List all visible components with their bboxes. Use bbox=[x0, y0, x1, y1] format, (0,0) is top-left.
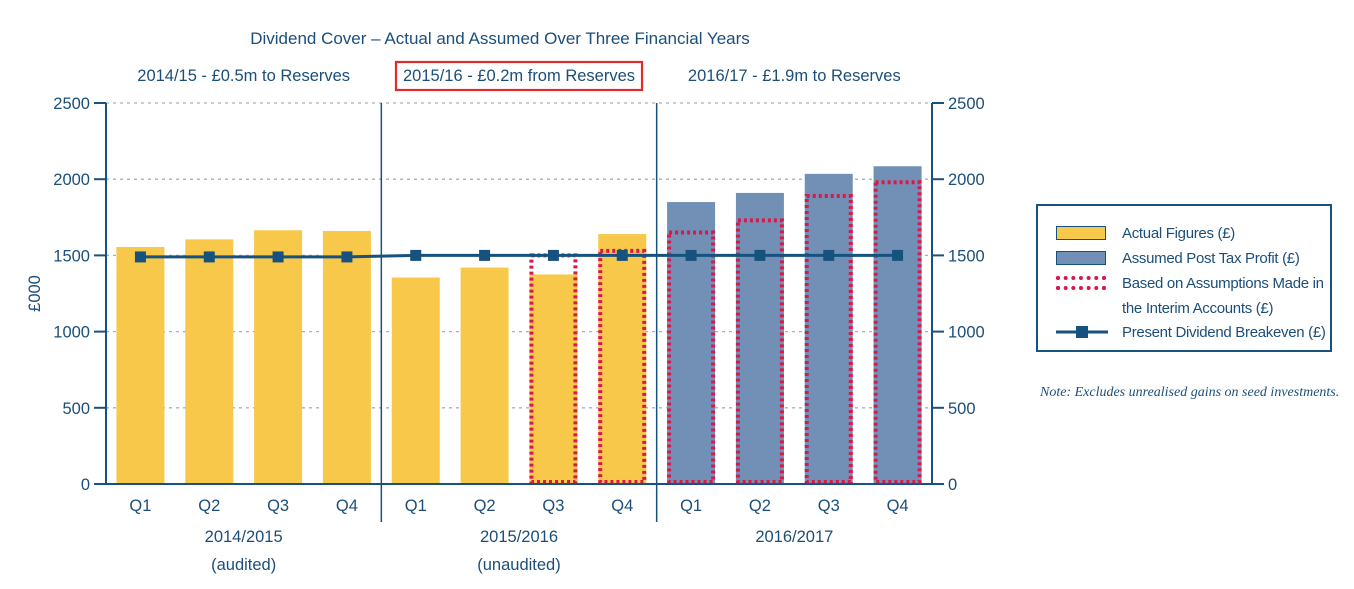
breakeven-marker bbox=[410, 249, 422, 261]
legend-swatch-interim bbox=[1056, 276, 1106, 290]
bar bbox=[735, 192, 784, 484]
legend-swatch-breakeven bbox=[1056, 326, 1108, 338]
legend-swatch-assumed bbox=[1056, 251, 1106, 265]
period-header: 2014/15 - £0.5m to Reserves bbox=[137, 67, 350, 85]
y-tick-label-right: 500 bbox=[948, 400, 976, 418]
interim-outline bbox=[735, 218, 784, 485]
x-tick-label: Q2 bbox=[198, 497, 220, 515]
y-axis-label: £000 bbox=[26, 275, 44, 312]
breakeven-marker bbox=[754, 249, 766, 261]
y-tick-label-right: 2000 bbox=[948, 171, 985, 189]
bar bbox=[322, 231, 371, 484]
x-tick-label: Q4 bbox=[611, 497, 633, 515]
x-tick-label: Q1 bbox=[129, 497, 151, 515]
breakeven-marker bbox=[203, 251, 215, 263]
breakeven-marker bbox=[272, 251, 284, 263]
period-header: 2016/17 - £1.9m to Reserves bbox=[688, 67, 901, 85]
interim-outline bbox=[598, 248, 647, 484]
y-tick-label-left: 2500 bbox=[53, 95, 90, 113]
x-tick-label: Q3 bbox=[818, 497, 840, 515]
y-tick-label-left: 1000 bbox=[53, 324, 90, 342]
bar bbox=[185, 239, 234, 484]
breakeven-line bbox=[140, 253, 898, 259]
interim-outline bbox=[667, 230, 716, 484]
bar bbox=[873, 166, 922, 484]
y-tick-label-right: 1500 bbox=[948, 247, 985, 265]
y-tick-label-right: 2500 bbox=[948, 95, 985, 113]
y-tick-label-left: 1500 bbox=[53, 247, 90, 265]
x-tick-label: Q4 bbox=[336, 497, 358, 515]
legend-label-breakeven: Present Dividend Breakeven (£) bbox=[1122, 323, 1326, 341]
period-header: 2015/16 - £0.2m from Reserves bbox=[403, 67, 635, 85]
bar bbox=[667, 202, 716, 484]
chart-title: Dividend Cover – Actual and Assumed Over… bbox=[250, 29, 750, 48]
period-header-highlight-box bbox=[394, 60, 644, 92]
breakeven-marker bbox=[547, 249, 559, 261]
bar bbox=[529, 274, 578, 484]
legend-label-interim-line2: the Interim Accounts (£) bbox=[1122, 299, 1274, 317]
breakeven-marker bbox=[685, 249, 697, 261]
breakeven-marker bbox=[892, 249, 904, 261]
x-tick-label: Q2 bbox=[749, 497, 771, 515]
legend: Actual Figures (£) Assumed Post Tax Prof… bbox=[1036, 204, 1332, 352]
footnote: Note: Excludes unrealised gains on seed … bbox=[1040, 385, 1340, 400]
breakeven-marker bbox=[616, 249, 628, 261]
period-sub-label: (unaudited) bbox=[477, 556, 560, 574]
y-tick-label-left: 500 bbox=[62, 400, 90, 418]
bar bbox=[116, 247, 165, 484]
breakeven-marker bbox=[479, 249, 491, 261]
bar bbox=[598, 234, 647, 484]
legend-label-assumed: Assumed Post Tax Profit (£) bbox=[1122, 249, 1300, 267]
x-tick-label: Q3 bbox=[542, 497, 564, 515]
x-tick-label: Q4 bbox=[887, 497, 909, 515]
x-tick-label: Q1 bbox=[405, 497, 427, 515]
x-tick-label: Q2 bbox=[474, 497, 496, 515]
legend-swatch-actual bbox=[1056, 226, 1106, 240]
period-year-label: 2015/2016 bbox=[480, 528, 558, 546]
interim-outline bbox=[529, 253, 578, 484]
y-tick-label-right: 0 bbox=[948, 476, 957, 494]
breakeven-marker bbox=[823, 249, 835, 261]
breakeven-marker bbox=[341, 251, 353, 263]
period-year-label: 2016/2017 bbox=[755, 528, 833, 546]
y-tick-label-left: 2000 bbox=[53, 171, 90, 189]
x-tick-label: Q1 bbox=[680, 497, 702, 515]
x-tick-label: Q3 bbox=[267, 497, 289, 515]
interim-outline bbox=[873, 180, 922, 485]
y-tick-label-right: 1000 bbox=[948, 324, 985, 342]
bar bbox=[460, 267, 509, 484]
bar bbox=[391, 277, 440, 484]
y-tick-label-left: 0 bbox=[81, 476, 90, 494]
bar bbox=[804, 173, 853, 484]
legend-label-actual: Actual Figures (£) bbox=[1122, 224, 1235, 242]
legend-label-interim-line1: Based on Assumptions Made in bbox=[1122, 274, 1324, 292]
period-sub-label: (audited) bbox=[211, 556, 276, 574]
interim-outline bbox=[804, 193, 853, 485]
period-year-label: 2014/2015 bbox=[205, 528, 283, 546]
bar bbox=[254, 230, 303, 484]
breakeven-marker bbox=[134, 251, 146, 263]
